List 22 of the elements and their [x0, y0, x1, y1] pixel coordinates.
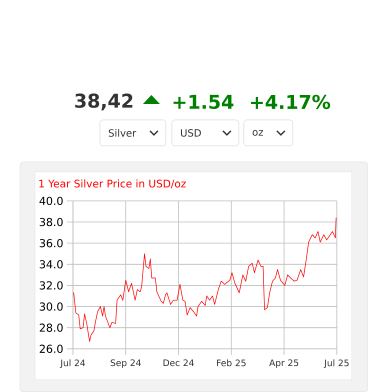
y-tick-label: 40.0: [40, 196, 63, 206]
y-tick-label: 30.0: [40, 302, 63, 311]
text: Silver: [108, 129, 136, 137]
text: 38,42: [75, 94, 132, 110]
y-tick-label: 28.0: [40, 324, 63, 332]
y-tick-label: 34.0: [40, 260, 63, 268]
x-tick-label: Dec 24: [164, 359, 194, 366]
x-tick-label: Jul 24: [60, 359, 86, 368]
text: +1.54: [174, 94, 234, 109]
text: +4.17%: [251, 94, 330, 110]
y-tick-label: 32.0: [40, 281, 63, 290]
y-tick-label: 38.0: [40, 218, 63, 226]
x-tick-label: Feb 25: [217, 359, 246, 366]
y-tick-label: 26.0: [40, 344, 63, 353]
x-tick-label: Jul 25: [324, 359, 349, 368]
chart-title: 1 Year Silver Price in USD/oz: [39, 179, 186, 188]
y-tick-label: 36.0: [40, 239, 63, 248]
text: oz: [252, 130, 264, 136]
text: USD: [181, 129, 201, 137]
x-tick-label: Sep 24: [110, 359, 141, 368]
x-tick-label: Apr 25: [269, 359, 298, 368]
line-series: [72, 217, 337, 342]
